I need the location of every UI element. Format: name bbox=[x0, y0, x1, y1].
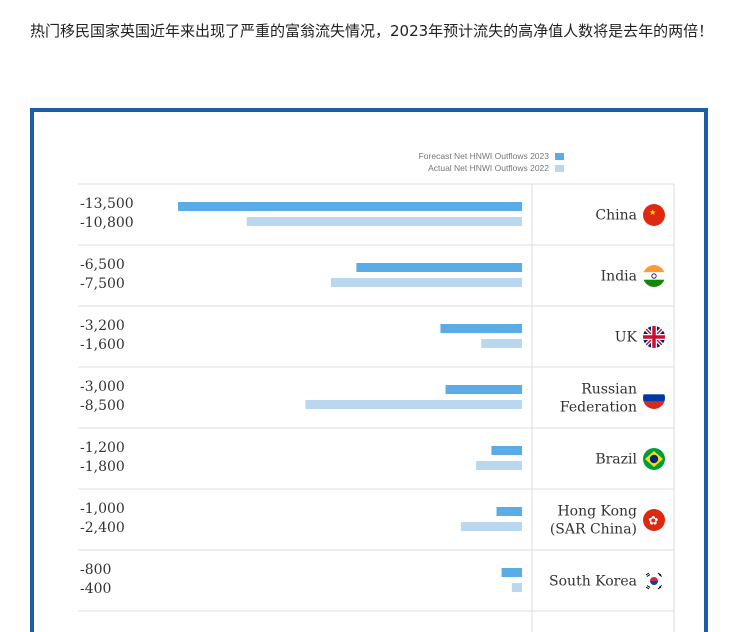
south-korea-flag-icon bbox=[643, 569, 665, 592]
legend-item-forecast: Forecast Net HNWI Outflows 2023 bbox=[364, 150, 564, 162]
category-label-russian-federation: Russian bbox=[581, 382, 637, 398]
value-label-actual-china: -10,800 bbox=[80, 215, 134, 231]
value-label-forecast-russian-federation: -3,000 bbox=[80, 379, 125, 395]
bar-forecast-hong-kong-sar-china bbox=[496, 507, 522, 516]
category-label-russian-federation: Federation bbox=[560, 400, 637, 416]
bar-actual-hong-kong-sar-china bbox=[460, 522, 522, 531]
bar-actual-russian-federation bbox=[305, 400, 522, 409]
bar-actual-uk bbox=[481, 339, 522, 348]
bar-forecast-brazil bbox=[491, 446, 522, 455]
bar-actual-india bbox=[330, 278, 522, 287]
category-label-hong-kong-sar-china: Hong Kong bbox=[557, 504, 637, 520]
legend-label-actual: Actual Net HNWI Outflows 2022 bbox=[428, 163, 549, 173]
svg-text:★: ★ bbox=[649, 208, 656, 217]
value-label-actual-uk: -1,600 bbox=[80, 337, 125, 353]
category-label-india: India bbox=[601, 269, 637, 285]
value-label-forecast-india: -6,500 bbox=[80, 257, 125, 273]
bar-forecast-south-korea bbox=[501, 568, 522, 577]
india-flag-icon bbox=[643, 264, 665, 287]
brazil-flag-icon bbox=[643, 447, 665, 470]
bar-forecast-india bbox=[356, 263, 522, 272]
bar-chart: -13,500 -10,800 China -6,500 -7,500 India -3,2… bbox=[78, 183, 675, 632]
value-label-forecast-china: -13,500 bbox=[80, 196, 134, 212]
legend-item-actual: Actual Net HNWI Outflows 2022 bbox=[364, 162, 564, 174]
legend-swatch-actual bbox=[555, 165, 564, 173]
bar-actual-brazil bbox=[476, 461, 522, 470]
value-label-forecast-brazil: -1,200 bbox=[80, 440, 125, 456]
category-label-uk: UK bbox=[615, 330, 638, 346]
legend-label-forecast: Forecast Net HNWI Outflows 2023 bbox=[418, 151, 549, 161]
china-flag-icon: ★ bbox=[643, 203, 665, 226]
category-label-china: China bbox=[595, 208, 637, 224]
russia-flag-icon bbox=[643, 386, 665, 409]
chart-legend: Forecast Net HNWI Outflows 2023 Actual N… bbox=[364, 150, 564, 174]
bar-forecast-uk bbox=[440, 324, 522, 333]
category-label-brazil: Brazil bbox=[595, 452, 637, 468]
hong-kong-flag-icon: ✿ bbox=[643, 508, 665, 531]
chart-frame: Forecast Net HNWI Outflows 2023 Actual N… bbox=[30, 108, 708, 632]
bar-actual-china bbox=[246, 217, 523, 226]
value-label-forecast-south-korea: -800 bbox=[80, 562, 111, 578]
value-label-actual-hong-kong-sar-china: -2,400 bbox=[80, 520, 125, 536]
bar-forecast-china bbox=[178, 202, 522, 211]
value-label-actual-brazil: -1,800 bbox=[80, 459, 125, 475]
article-intro-text: 热门移民国家英国近年来出现了严重的富翁流失情况，2023年预计流失的高净值人数将… bbox=[30, 22, 714, 40]
bar-actual-south-korea bbox=[511, 583, 522, 592]
category-label-south-korea: South Korea bbox=[549, 574, 637, 590]
value-label-actual-india: -7,500 bbox=[80, 276, 125, 292]
uk-flag-icon bbox=[643, 325, 665, 348]
value-label-forecast-hong-kong-sar-china: -1,000 bbox=[80, 501, 125, 517]
value-label-actual-russian-federation: -8,500 bbox=[80, 398, 125, 414]
bar-forecast-russian-federation bbox=[445, 385, 522, 394]
value-label-forecast-uk: -3,200 bbox=[80, 318, 125, 334]
svg-text:✿: ✿ bbox=[648, 513, 658, 527]
legend-swatch-forecast bbox=[555, 153, 564, 161]
value-label-actual-south-korea: -400 bbox=[80, 581, 111, 597]
category-label-hong-kong-sar-china: (SAR China) bbox=[550, 522, 637, 538]
